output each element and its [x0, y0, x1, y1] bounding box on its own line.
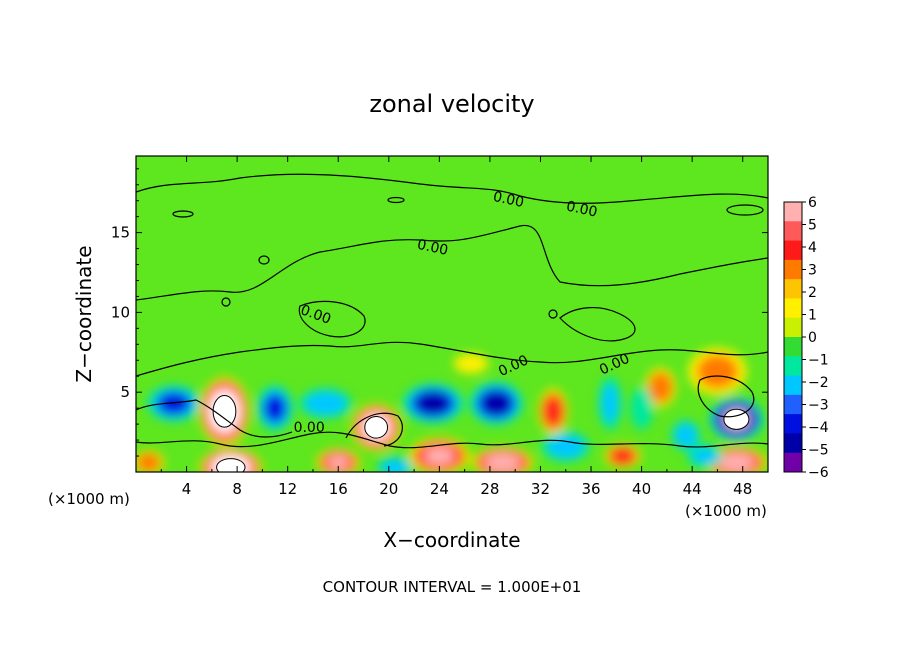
- x-unit-right: (×1000 m): [685, 502, 767, 520]
- colorbar-tick-label: −1: [808, 353, 829, 369]
- colorbar-tick-label: −4: [808, 420, 829, 436]
- colorbar-swatch: [784, 452, 802, 473]
- x-tick-label: 28: [480, 480, 499, 498]
- field-anomaly: [611, 448, 635, 464]
- y-axis-label: Z−coordinate: [72, 245, 96, 382]
- colorbar-tick-label: 2: [808, 285, 817, 301]
- colorbar-swatch: [784, 414, 802, 434]
- x-tick-label: 4: [182, 480, 192, 498]
- colorbar-swatch: [784, 375, 802, 396]
- x-unit-left: (×1000 m): [48, 490, 130, 508]
- field-anomaly: [484, 453, 521, 472]
- field-core: [364, 416, 389, 439]
- colorbar-tick-label: 5: [808, 218, 817, 234]
- x-axis-label: X−coordinate: [383, 528, 520, 552]
- colorbar-swatch: [784, 221, 802, 242]
- field-anomaly: [263, 393, 287, 423]
- contour-label: 0.00: [416, 237, 450, 259]
- x-tick-label: 36: [581, 480, 600, 498]
- y-tick-label: 15: [111, 224, 130, 242]
- zero-contour-loop: [258, 255, 270, 265]
- contour-label: 0.00: [492, 189, 526, 211]
- zero-contour-loop: [387, 196, 405, 204]
- zero-contour-line: [136, 341, 768, 377]
- anomaly-cores: [212, 395, 750, 472]
- colorbar-swatch: [784, 317, 802, 338]
- colorbar-swatch: [784, 356, 802, 377]
- colorbar-swatch: [784, 298, 802, 319]
- zero-contour-line: [136, 431, 768, 449]
- zero-contour-loop: [221, 297, 231, 307]
- field-anomaly: [380, 458, 410, 472]
- contour-interval-note: CONTOUR INTERVAL = 1.000E+01: [323, 578, 582, 596]
- contour-label: 0.00: [294, 420, 325, 436]
- colorbar-tick-label: −2: [808, 375, 829, 391]
- plot-frame: [135, 155, 769, 473]
- colorbar-tick-label: 4: [808, 240, 817, 256]
- colorbar: 6 5 4 3 2 1 0 −1 −2 −3 −4 −5 −6: [783, 195, 829, 481]
- zero-contour-loop: [172, 210, 194, 218]
- x-axis: 4 8 12 16 20 24 28 32 36 40 44 48: [160, 156, 752, 498]
- plot-area: 0.00 0.000.000.000.00 0.000.00 4 8 12 16 20 24 2…: [111, 155, 769, 498]
- x-tick-label: 40: [632, 480, 651, 498]
- y-tick-label: 5: [120, 383, 130, 401]
- y-axis: 5 10 15: [111, 168, 768, 457]
- x-tick-label: 8: [232, 480, 242, 498]
- field-anomaly: [696, 354, 739, 389]
- field-anomaly: [648, 371, 673, 403]
- colorbar-swatch: [784, 433, 802, 454]
- field-anomaly: [327, 455, 350, 470]
- field-core: [212, 395, 237, 428]
- field-anomaly: [692, 447, 718, 465]
- x-tick-label: 48: [733, 480, 752, 498]
- x-tick-label: 12: [278, 480, 297, 498]
- colorbar-tick-label: −3: [808, 398, 829, 414]
- colorbar-tick-label: −5: [808, 443, 829, 459]
- colorbar-swatch: [784, 202, 802, 222]
- field-anomaly: [157, 391, 191, 415]
- zero-contour-line: [298, 300, 366, 338]
- field-anomaly: [718, 453, 755, 472]
- colorbar-swatch: [784, 337, 802, 357]
- field-anomaly: [453, 353, 489, 374]
- zero-contour-line: [345, 412, 403, 447]
- field-anomaly: [136, 452, 161, 472]
- field-anomaly: [546, 434, 585, 459]
- colorbar-tick-label: 1: [808, 308, 817, 324]
- x-tick-label: 20: [379, 480, 398, 498]
- zero-contour-loop: [726, 204, 764, 216]
- field-anomaly: [424, 446, 455, 466]
- zero-contour-line: [136, 173, 768, 204]
- contour-label: 0.00: [565, 198, 599, 220]
- chart-title: zonal velocity: [369, 90, 534, 118]
- colorbar-swatch: [784, 259, 802, 280]
- field-anomaly: [417, 393, 449, 414]
- colorbar-tick-label: 6: [808, 195, 817, 211]
- colorbar-swatch: [784, 240, 802, 261]
- zero-contour-line: [559, 307, 636, 342]
- field-anomaly: [674, 423, 698, 448]
- colorbar-swatch: [784, 279, 802, 299]
- x-tick-label: 24: [430, 480, 449, 498]
- field-anomaly: [543, 396, 563, 426]
- field-anomaly: [304, 391, 347, 416]
- x-tick-label: 16: [329, 480, 348, 498]
- field-anomaly: [601, 384, 619, 423]
- zero-contour-line: [136, 399, 293, 438]
- x-tick-label: 44: [683, 480, 702, 498]
- zero-contour-loop: [548, 309, 558, 319]
- colorbar-swatch: [784, 394, 802, 415]
- field-core: [216, 458, 246, 472]
- zero-contours: [136, 173, 768, 449]
- colorbar-tick-label: −6: [808, 465, 829, 481]
- zero-contour-line: [136, 224, 768, 301]
- colorbar-tick-label: 3: [808, 263, 817, 279]
- x-tick-label: 32: [531, 480, 550, 498]
- y-tick-label: 10: [111, 303, 130, 321]
- colorbar-tick-label: 0: [808, 330, 817, 346]
- field-anomaly: [482, 392, 510, 415]
- zero-contour-line: [697, 375, 755, 418]
- field-anomaly: [630, 386, 653, 430]
